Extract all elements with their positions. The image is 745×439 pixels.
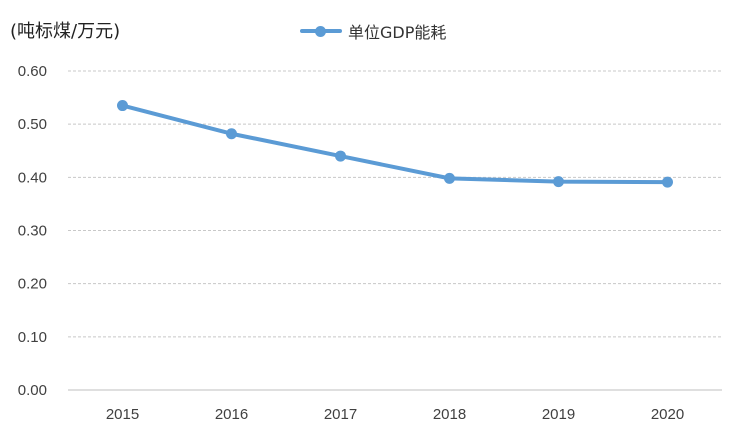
legend-swatch [300, 24, 342, 38]
data-point [335, 150, 346, 162]
y-unit-label: (吨标煤/万元) [10, 21, 121, 42]
y-tick-label: 0.20 [18, 276, 47, 293]
legend-label: 单位GDP能耗 [348, 23, 447, 42]
x-tick-label: 2020 [651, 406, 684, 423]
y-tick-label: 0.60 [18, 63, 47, 80]
data-point [444, 172, 455, 184]
y-tick-label: 0.50 [18, 116, 47, 133]
x-tick-label: 2016 [215, 406, 248, 423]
x-tick-label: 2018 [433, 406, 466, 423]
legend: 单位GDP能耗 [300, 19, 446, 43]
y-tick-label: 0.40 [18, 169, 47, 186]
y-tick-label: 0.00 [18, 382, 47, 399]
x-tick-label: 2015 [106, 406, 139, 423]
x-tick-label: 2017 [324, 406, 357, 423]
y-tick-label: 0.30 [18, 223, 47, 240]
data-point [117, 100, 128, 112]
data-point [226, 128, 237, 140]
data-point [662, 176, 673, 188]
series-line [120, 103, 670, 185]
x-tick-label: 2019 [542, 406, 575, 423]
data-point [553, 176, 564, 188]
legend-dot-marker [315, 26, 326, 37]
y-tick-label: 0.10 [18, 329, 47, 346]
